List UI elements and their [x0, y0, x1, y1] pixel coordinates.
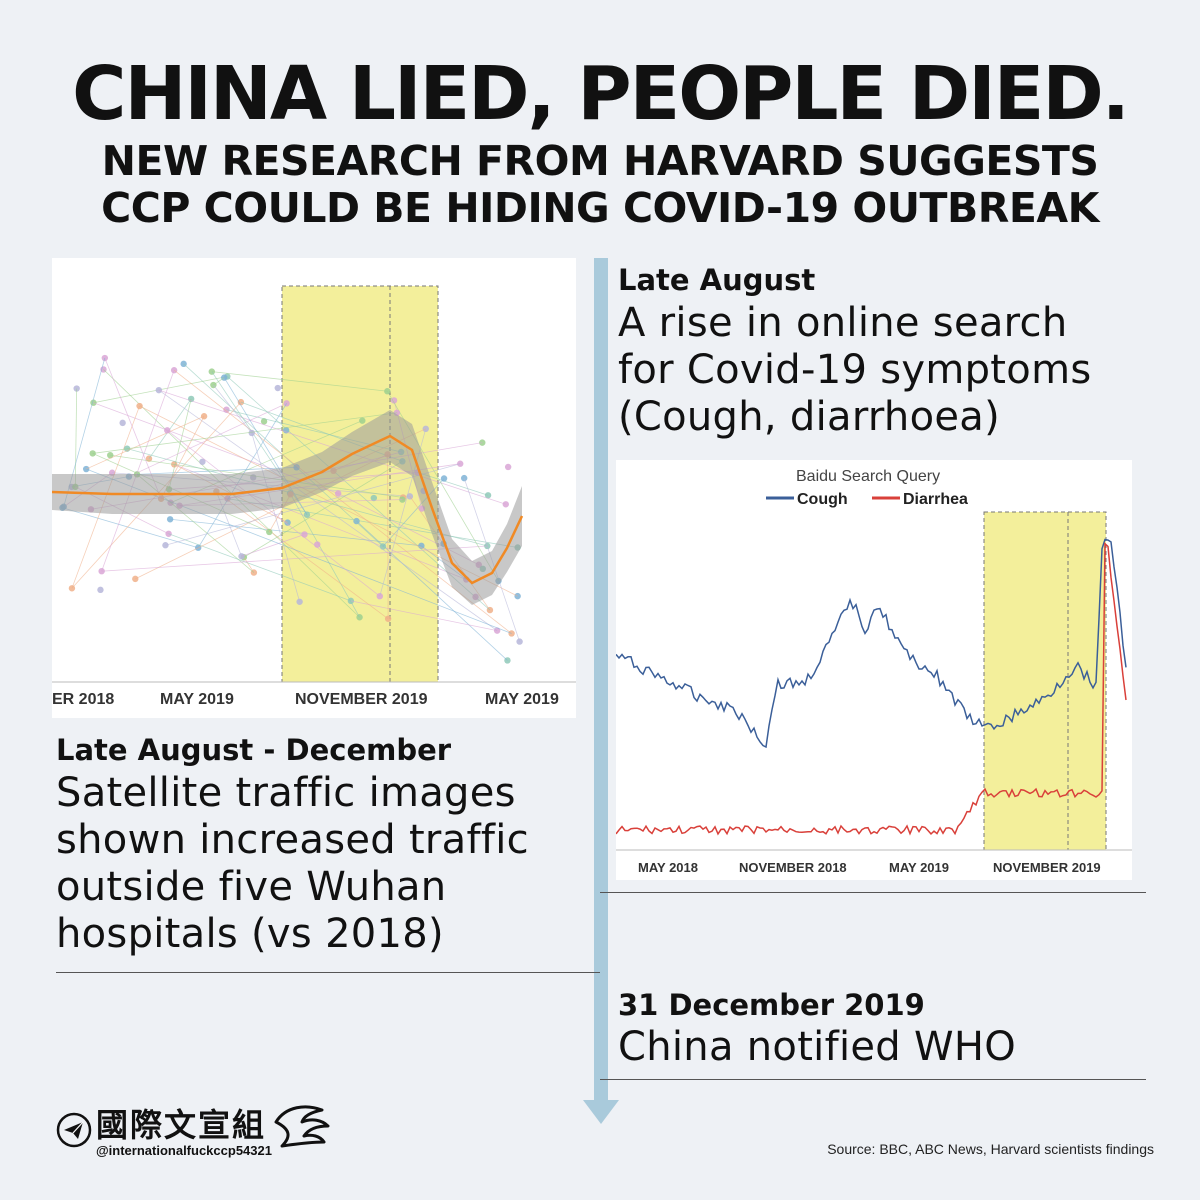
traffic-x-tick: MAY 2019	[485, 691, 559, 708]
event-date: 31 December 2019	[618, 988, 925, 1022]
traffic-point	[359, 417, 366, 424]
brand-name: 國際文宣組	[96, 1106, 267, 1144]
traffic-confidence-band	[52, 410, 522, 605]
baidu-x-tick: NOVEMBER 2019	[993, 860, 1101, 875]
traffic-point	[208, 368, 215, 375]
legend-cough-label: Cough	[797, 491, 848, 508]
event-description-line: China notified WHO	[618, 1024, 1017, 1070]
traffic-connector	[101, 370, 175, 572]
traffic-point	[353, 517, 360, 525]
event-date: Late August	[618, 263, 816, 297]
traffic-connector	[158, 389, 498, 631]
traffic-point	[516, 638, 523, 645]
traffic-connector	[165, 463, 461, 546]
baidu-highlight-band	[983, 511, 1107, 851]
traffic-connector	[243, 460, 403, 558]
divider	[56, 972, 600, 973]
timeline-bar	[594, 258, 608, 1110]
subheadline-line-2: CCP COULD BE HIDING COVID-19 OUTBREAK	[101, 184, 1099, 232]
event-description-line: for Covid-19 symptoms	[618, 347, 1092, 393]
event-description: A rise in online search for Covid-19 sym…	[618, 300, 1091, 441]
traffic-connector	[74, 388, 78, 487]
traffic-connector	[216, 491, 389, 620]
traffic-connector	[350, 600, 498, 632]
traffic-point	[274, 384, 281, 392]
diarrhea-series-line	[615, 541, 1127, 836]
traffic-point	[440, 475, 448, 482]
baidu-chart: Baidu Search Query Cough Diarrhea MAY 20…	[615, 460, 1132, 880]
traffic-point	[101, 354, 109, 362]
event-description-line: outside five Wuhan	[56, 864, 447, 910]
traffic-x-tick: NOVEMBER 2019	[295, 691, 428, 708]
traffic-x-tick: MAY 2019	[160, 691, 234, 708]
traffic-point	[504, 463, 512, 471]
traffic-connector	[62, 507, 199, 549]
traffic-point	[136, 402, 143, 410]
traffic-chart: ER 2018 MAY 2019 NOVEMBER 2019 MAY 2019	[51, 258, 576, 718]
baidu-chart-title: Baidu Search Query	[796, 468, 940, 485]
event-description-line: hospitals (vs 2018)	[56, 911, 444, 957]
traffic-point	[303, 511, 311, 518]
traffic-point	[97, 586, 104, 594]
traffic-connector	[167, 430, 381, 597]
event-description-line: (Cough, diarrhoea)	[618, 394, 1000, 440]
traffic-point	[314, 541, 321, 548]
traffic-connector	[170, 518, 422, 547]
event-description-line: Satellite traffic images	[56, 770, 516, 816]
event-description: Satellite traffic images shown increased…	[56, 770, 529, 958]
traffic-connector	[211, 371, 388, 392]
traffic-x-tick: ER 2018	[52, 691, 114, 708]
divider	[600, 892, 1146, 893]
brand-mark-icon	[274, 1105, 330, 1148]
traffic-point	[301, 531, 308, 538]
event-description-line: shown increased traffic	[56, 817, 529, 863]
traffic-point	[260, 418, 268, 425]
traffic-point	[296, 598, 303, 605]
traffic-point	[370, 494, 378, 502]
traffic-point	[283, 400, 290, 407]
traffic-point	[502, 501, 509, 508]
paper-plane-icon	[56, 1112, 92, 1148]
baidu-x-tick: MAY 2019	[889, 860, 949, 875]
source-note: Source: BBC, ABC News, Harvard scientist…	[827, 1141, 1154, 1157]
traffic-trend-line	[51, 434, 524, 585]
traffic-point	[347, 597, 355, 605]
legend-diarrhea-label: Diarrhea	[903, 491, 968, 508]
traffic-connector	[148, 398, 192, 459]
traffic-connector	[213, 384, 253, 434]
event-description: China notified WHO	[618, 1024, 1016, 1071]
traffic-point	[484, 492, 492, 499]
traffic-connector	[168, 533, 352, 602]
baidu-x-tick: MAY 2018	[638, 860, 698, 875]
traffic-connector	[251, 432, 301, 602]
event-description-line: A rise in online search	[618, 300, 1068, 346]
traffic-connector	[101, 545, 488, 572]
headline: CHINA LIED, PEOPLE DIED.	[72, 51, 1130, 137]
brand-handle: @internationalfuckccp54321	[96, 1143, 272, 1158]
baidu-chart-svg: Baidu Search Query Cough Diarrhea MAY 20…	[615, 468, 1132, 875]
cough-series-line	[615, 538, 1127, 749]
event-date: Late August - December	[56, 733, 452, 767]
traffic-connector	[92, 412, 397, 454]
traffic-point	[165, 530, 172, 537]
traffic-point	[119, 419, 126, 427]
traffic-point	[460, 474, 468, 482]
traffic-connector	[241, 534, 305, 557]
baidu-x-tick: NOVEMBER 2018	[739, 860, 847, 875]
traffic-point	[107, 451, 114, 459]
traffic-point	[166, 516, 174, 523]
traffic-point	[162, 542, 169, 549]
traffic-point	[199, 458, 206, 465]
subheadline-line-1: NEW RESEARCH FROM HARVARD SUGGESTS	[101, 137, 1099, 185]
timeline-arrow-icon	[583, 1100, 619, 1124]
traffic-chart-svg: ER 2018 MAY 2019 NOVEMBER 2019 MAY 2019	[51, 285, 576, 708]
traffic-connector	[86, 415, 205, 470]
traffic-point	[98, 567, 105, 575]
traffic-connector	[289, 493, 360, 618]
traffic-point	[390, 397, 398, 404]
divider	[600, 1079, 1146, 1080]
